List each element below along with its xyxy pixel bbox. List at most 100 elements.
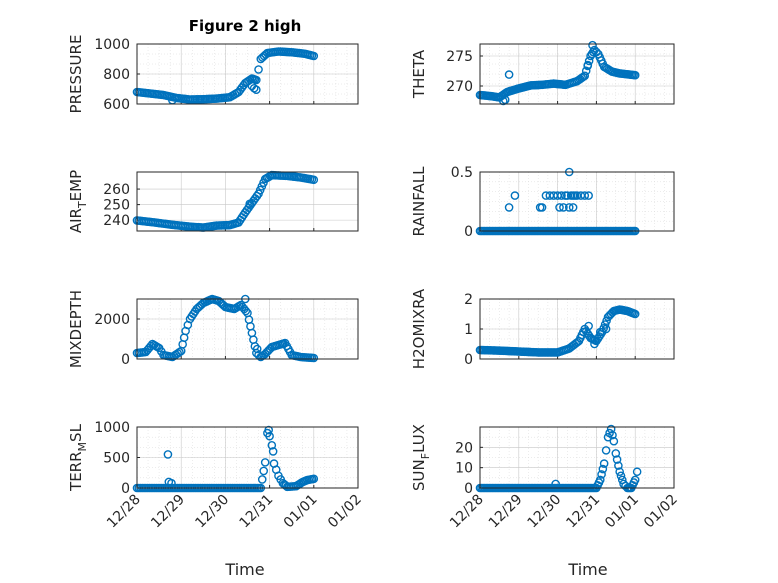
y-tick-label: 0 — [121, 481, 130, 497]
data-point — [584, 321, 593, 331]
y-tick-label: 260 — [103, 182, 130, 198]
y-label-main: TERR — [67, 451, 85, 492]
plot-border — [479, 298, 675, 360]
data-point — [601, 446, 611, 455]
data-point — [167, 478, 176, 488]
data-point — [583, 60, 593, 70]
y-axis-label: TERRMSL — [67, 423, 89, 492]
data-point — [510, 191, 520, 200]
data-point — [630, 70, 640, 80]
data-point — [175, 347, 184, 357]
data-point — [309, 175, 319, 185]
data-point — [257, 475, 267, 484]
y-axis-label: H2OMIXRA — [410, 288, 428, 369]
data-point — [630, 475, 640, 485]
data-point — [611, 449, 621, 458]
data-point — [568, 191, 578, 200]
y-label-end: LUX — [410, 424, 428, 453]
data-point — [557, 191, 566, 200]
y-tick-label: 2000 — [94, 312, 130, 328]
y-tick-label: 275 — [446, 49, 473, 65]
y-axis-label: MIXDEPTH — [67, 290, 85, 368]
data-point — [309, 51, 319, 61]
data-point — [564, 203, 574, 212]
y-tick-label: 0 — [464, 481, 473, 497]
y-tick-label: 0 — [121, 352, 130, 368]
data-point — [249, 83, 259, 93]
y-axis-label: PRESSURE — [67, 35, 85, 114]
y-tick-label: 0 — [464, 224, 473, 240]
subplot-theta: 270 275 THETA — [410, 40, 675, 106]
y-label-main: SUN — [410, 459, 428, 491]
subplot-rainfall: 0 0.5 RAINFALL — [410, 165, 675, 240]
data-point — [555, 203, 564, 212]
plot-border — [136, 426, 359, 489]
y-tick-label: 10 — [455, 461, 473, 477]
data-point — [588, 40, 597, 50]
x-axis-label-right: Time — [567, 560, 607, 579]
data-point — [616, 471, 626, 481]
data-point — [252, 85, 261, 95]
plot-border — [479, 426, 675, 489]
y-tick-label: 500 — [103, 451, 130, 467]
data-point — [500, 95, 510, 105]
y-tick-label: 2 — [464, 292, 473, 308]
data-point — [608, 430, 617, 440]
plot-border — [136, 43, 359, 105]
data-point — [590, 339, 599, 349]
plot-border — [136, 298, 359, 360]
data-point — [267, 440, 277, 450]
y-label-subscript: M — [76, 442, 89, 452]
y-tick-label: 1 — [464, 322, 473, 338]
y-label-end: SL — [67, 423, 85, 442]
data-point — [595, 475, 605, 485]
y-tick-label: 0.5 — [451, 165, 473, 181]
data-point — [597, 470, 606, 479]
data-point — [606, 424, 616, 434]
data-point — [309, 353, 319, 363]
data-point — [559, 203, 568, 212]
data-point — [601, 324, 611, 334]
subplot-mixdepth: 0 2000 MIXDEPTH — [67, 290, 359, 368]
data-point — [599, 459, 609, 468]
figure-title: Figure 2 high — [189, 17, 302, 35]
y-tick-label: 600 — [103, 97, 130, 113]
data-point — [612, 455, 622, 464]
y-tick-label: 270 — [446, 79, 473, 95]
y-tick-label: 240 — [103, 213, 130, 229]
plot-border — [136, 171, 359, 232]
y-tick-label: 0 — [464, 352, 473, 368]
y-label-subscript: T — [76, 201, 89, 209]
y-axis-label: AIRTEMP — [67, 170, 89, 233]
y-label-main: AIR — [67, 208, 85, 233]
data-point — [603, 432, 613, 442]
data-point — [504, 70, 514, 79]
y-axis-label: SUNFLUX — [410, 424, 432, 491]
data-point — [600, 320, 610, 329]
data-point — [254, 65, 263, 74]
data-point — [630, 309, 640, 319]
data-point — [260, 458, 270, 467]
data-point — [632, 467, 642, 477]
subplot-pressure: 600 800 1000 PRESSURE — [67, 35, 359, 114]
y-tick-label: 20 — [455, 440, 473, 456]
y-tick-label: 250 — [103, 198, 130, 214]
data-point — [241, 306, 251, 316]
data-point — [537, 203, 547, 212]
data-point — [309, 474, 319, 484]
data-point — [245, 199, 255, 209]
data-point — [252, 75, 261, 85]
data-point — [614, 461, 623, 470]
y-axis-label: RAINFALL — [410, 166, 428, 237]
y-tick-label: 800 — [103, 67, 130, 83]
data-point — [581, 66, 591, 76]
data-point — [584, 56, 594, 66]
data-point — [268, 447, 278, 456]
data-point — [580, 71, 590, 81]
data-point — [615, 467, 624, 477]
plot-border — [479, 171, 675, 232]
data-point — [580, 191, 590, 200]
